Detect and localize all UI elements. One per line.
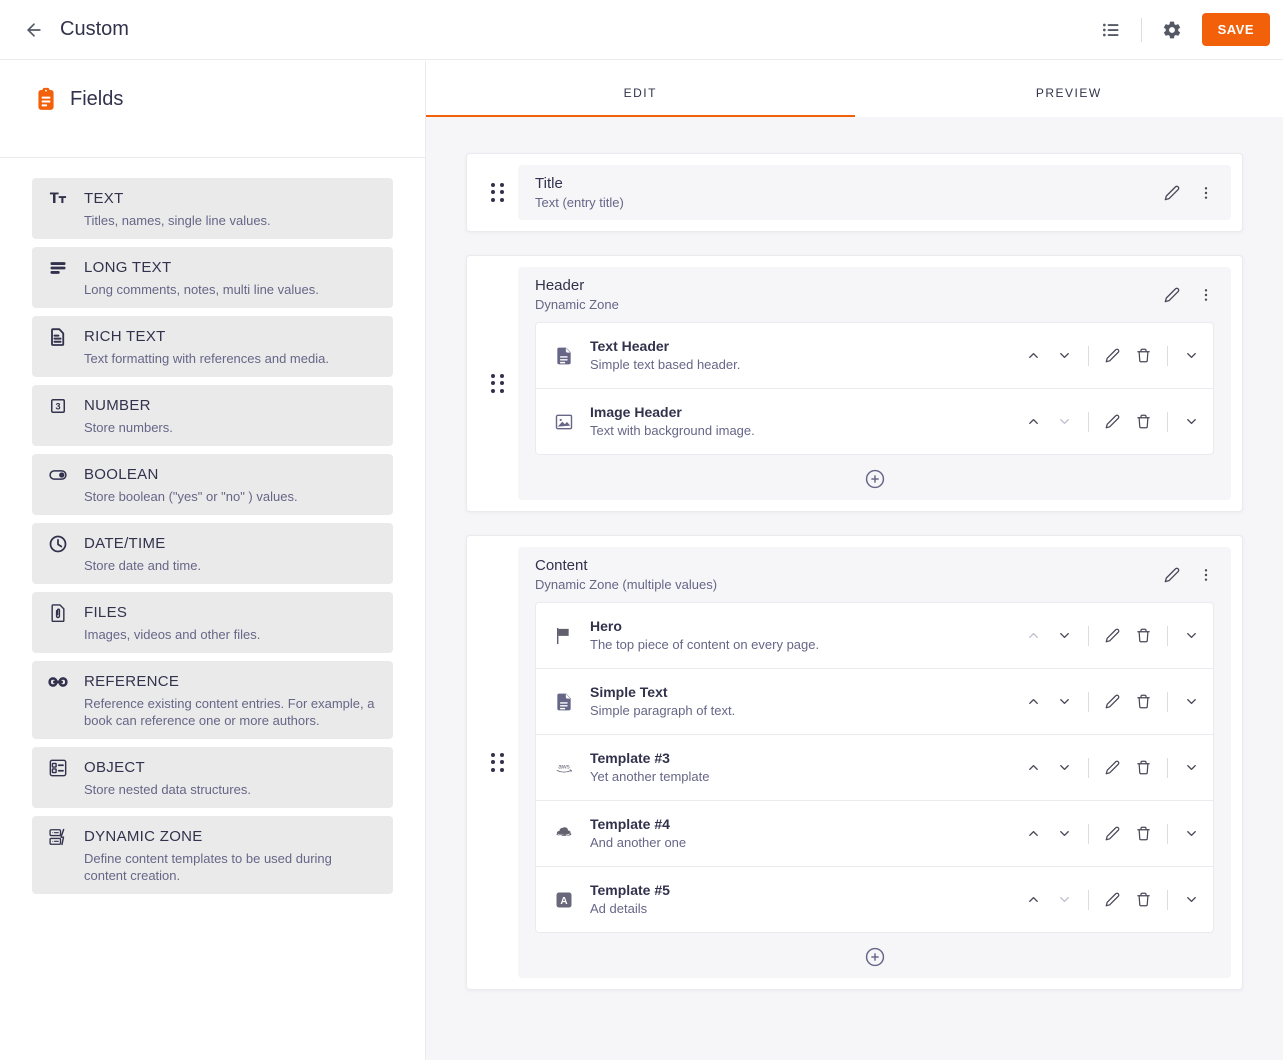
svg-text:aws: aws [558, 763, 570, 770]
svg-text:3: 3 [55, 402, 60, 412]
svg-text:A: A [560, 896, 567, 907]
